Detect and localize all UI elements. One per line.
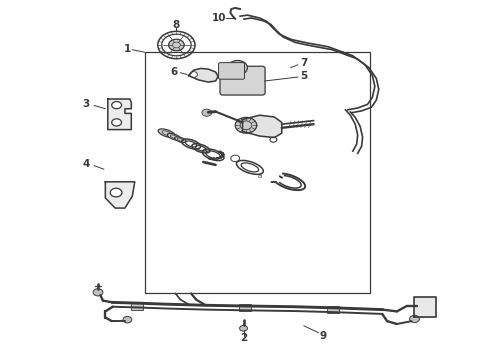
Text: 5: 5 — [300, 71, 307, 81]
Circle shape — [212, 157, 216, 160]
Text: 9: 9 — [320, 330, 327, 341]
Circle shape — [228, 60, 247, 75]
Text: 4: 4 — [82, 159, 90, 169]
Polygon shape — [243, 115, 282, 138]
Circle shape — [220, 152, 224, 155]
Circle shape — [218, 150, 222, 153]
Text: 2: 2 — [240, 333, 247, 343]
Bar — [145, 52, 370, 293]
Ellipse shape — [167, 134, 181, 140]
Circle shape — [169, 39, 184, 51]
Circle shape — [110, 188, 122, 197]
Circle shape — [208, 157, 212, 160]
Ellipse shape — [175, 137, 186, 143]
Text: 1: 1 — [124, 44, 131, 54]
Bar — [239, 304, 251, 311]
Text: a: a — [258, 174, 262, 179]
Text: 7: 7 — [300, 58, 308, 68]
Circle shape — [410, 315, 419, 323]
Circle shape — [216, 157, 220, 160]
Circle shape — [235, 117, 257, 133]
Circle shape — [220, 155, 224, 158]
Text: 8: 8 — [173, 20, 180, 30]
Text: 6: 6 — [171, 67, 177, 77]
Polygon shape — [189, 68, 218, 82]
FancyBboxPatch shape — [220, 66, 265, 95]
Circle shape — [112, 102, 122, 109]
Circle shape — [112, 119, 122, 126]
Circle shape — [123, 316, 132, 323]
Text: 3: 3 — [82, 99, 89, 109]
Polygon shape — [414, 297, 436, 317]
Bar — [327, 306, 339, 313]
Polygon shape — [108, 99, 131, 130]
Circle shape — [190, 72, 197, 77]
Bar — [131, 302, 143, 310]
Circle shape — [202, 109, 212, 116]
FancyBboxPatch shape — [219, 63, 245, 79]
Circle shape — [219, 156, 222, 159]
Ellipse shape — [158, 129, 175, 138]
Polygon shape — [105, 182, 135, 208]
Text: 10: 10 — [212, 13, 226, 23]
Circle shape — [240, 325, 247, 331]
Circle shape — [93, 289, 103, 296]
Circle shape — [221, 153, 225, 156]
